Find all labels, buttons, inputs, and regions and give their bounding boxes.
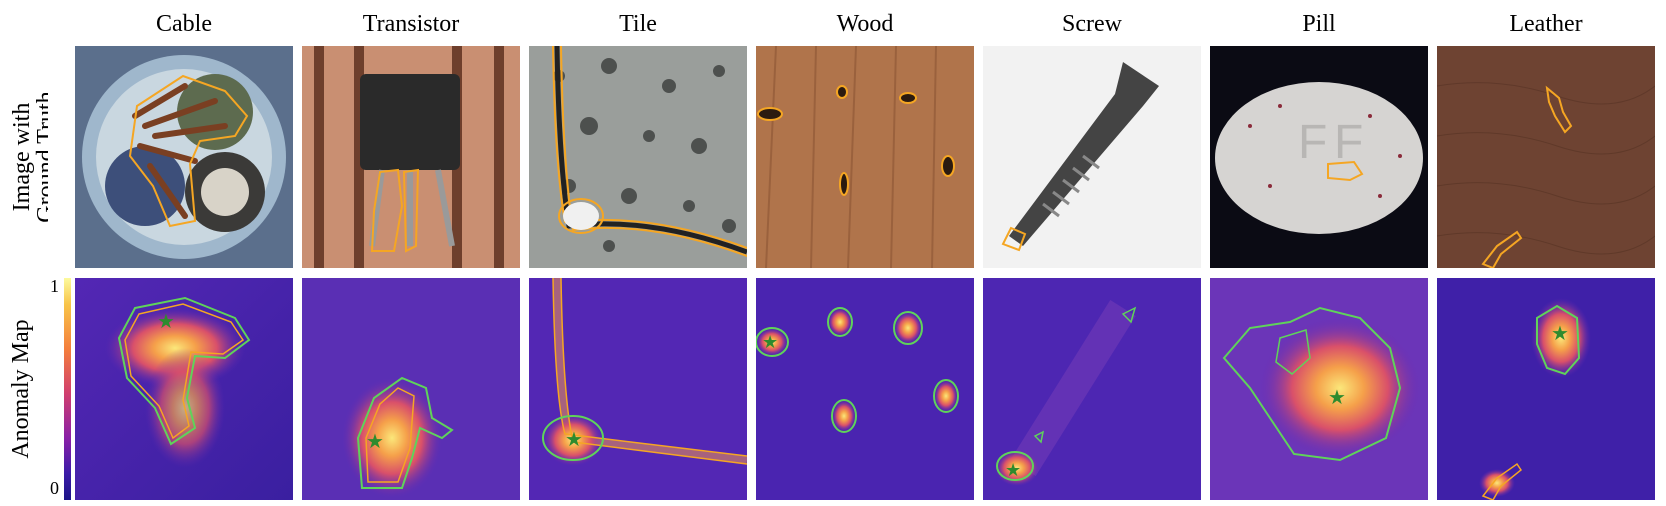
- row-label-line1: Image with: [9, 103, 35, 212]
- prediction-contour: [1222, 306, 1402, 462]
- colorbar-min-label: 0: [50, 478, 59, 498]
- anomaly-map-pill: ★: [1210, 278, 1428, 500]
- colorbar-max-label: 1: [50, 276, 59, 296]
- column-title-tile: Tile: [619, 11, 657, 37]
- column-title-transistor: Transistor: [362, 11, 460, 37]
- ground-truth-contour: [1545, 85, 1573, 134]
- star-icon: ★: [565, 429, 583, 451]
- column-title-wood: Wood: [836, 11, 894, 37]
- ground-truth-contour: [128, 74, 249, 228]
- colorbar: [64, 278, 71, 500]
- column-title-cable: Cable: [156, 11, 212, 37]
- column-title-leather: Leather: [1509, 11, 1583, 37]
- prediction-contour: [542, 415, 604, 461]
- anomaly-map-wood: ★: [756, 278, 974, 500]
- image-pill: F F: [1210, 46, 1428, 268]
- star-icon: ★: [366, 431, 384, 453]
- ground-truth-contour: [757, 85, 955, 196]
- prediction-contour: [356, 376, 454, 489]
- column-title-pill: Pill: [1302, 11, 1336, 37]
- ground-truth-contour: [1001, 226, 1027, 252]
- row-label-ground-truth: Image with Ground Truth: [0, 46, 48, 268]
- prediction-contour: [756, 307, 959, 433]
- star-icon: ★: [1551, 323, 1569, 345]
- image-transistor: [302, 46, 520, 268]
- svg-text:F: F: [1334, 116, 1363, 169]
- row-label-line2: Ground Truth: [33, 91, 48, 222]
- prediction-contour: [117, 296, 251, 446]
- anomaly-map-transistor: ★: [302, 278, 520, 500]
- row-label-anomaly-map-text: Anomaly Map: [8, 319, 34, 458]
- star-icon: ★: [762, 332, 778, 352]
- ground-truth-contour: [370, 168, 404, 252]
- svg-text:F: F: [1298, 116, 1327, 169]
- prediction-contour: [1536, 304, 1581, 376]
- ground-truth-contour: [1327, 160, 1364, 182]
- image-wood: [756, 46, 974, 268]
- star-icon: ★: [157, 311, 175, 333]
- anomaly-map-tile: ★: [529, 278, 747, 500]
- star-icon: ★: [1005, 460, 1021, 480]
- image-leather: [1437, 46, 1655, 268]
- image-screw: [983, 46, 1201, 268]
- column-title-screw: Screw: [1062, 11, 1122, 37]
- anomaly-map-cable: ★: [75, 278, 293, 500]
- star-icon: ★: [1328, 387, 1346, 409]
- row-label-anomaly-map: Anomaly Map: [0, 278, 40, 500]
- prediction-contour: [996, 451, 1034, 481]
- image-cable: [75, 46, 293, 268]
- image-tile: [529, 46, 747, 268]
- anomaly-map-leather: ★: [1437, 278, 1655, 500]
- anomaly-map-screw: ★: [983, 278, 1201, 500]
